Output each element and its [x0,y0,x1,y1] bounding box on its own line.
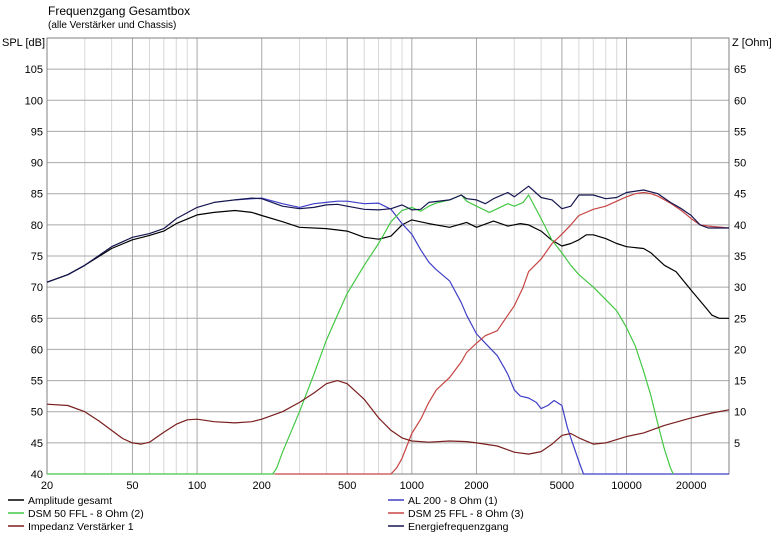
x-tick-label: 500 [338,480,356,492]
series-line [46,209,729,319]
y2-tick-label: 40 [734,220,746,232]
x-tick-label: 10000 [611,480,642,492]
grid [47,38,729,474]
x-tick-label: 5000 [550,480,574,492]
y2-tick-label: 15 [734,376,746,388]
y2-tick-label: 50 [734,158,746,170]
series-line [46,185,729,283]
y2-tick-label: 35 [734,251,746,263]
legend-label: DSM 25 FFL - 8 Ohm (3) [408,508,524,520]
x-tick-label: 2000 [464,480,488,492]
y2-tick-label: 30 [734,282,746,294]
y-tick-label: 75 [31,251,43,263]
y-tick-label: 105 [25,64,43,76]
x-tick-label: 50 [126,480,138,492]
y2-tick-label: 25 [734,313,746,325]
y-tick-label: 100 [25,95,43,107]
y2-tick-label: 10 [734,407,746,419]
y2-tick-label: 55 [734,126,746,138]
legend: Amplitude gesamt AL 200 - 8 Ohm (1) DSM 50… [8,495,524,533]
y-tick-label: 85 [31,189,43,201]
legend-label: Impedanz Verstärker 1 [28,521,134,533]
legend-label: Energiefrequenzgang [408,521,509,533]
chart-subtitle: (alle Verstärker und Chassis) [48,20,176,31]
y2-tick-label: 20 [734,344,746,356]
y2-tick-label: 5 [734,438,740,450]
tick-labels: 20 50 100 200 500 1000 2000 5000 10000 20000 40 45 5… [25,64,747,492]
y2-axis-label: Z [Ohm] [732,37,772,49]
x-tick-label: 100 [188,480,206,492]
y-tick-label: 45 [31,438,43,450]
legend-label: AL 200 - 8 Ohm (1) [408,495,497,507]
legend-label: Amplitude gesamt [28,495,112,507]
y-tick-label: 70 [31,282,43,294]
y-tick-label: 40 [31,469,43,481]
x-tick-label: 200 [253,480,271,492]
series-line [47,194,674,475]
series-line [234,197,729,475]
series-layer [46,185,730,475]
y2-tick-label: 60 [734,95,746,107]
y-tick-label: 90 [31,158,43,170]
y-tick-label: 55 [31,376,43,388]
y-tick-label: 60 [31,344,43,356]
x-tick-label: 1000 [400,480,424,492]
y-tick-label: 80 [31,220,43,232]
x-tick-label: 20000 [676,480,707,492]
series-line [46,380,730,455]
y2-tick-label: 45 [734,189,746,201]
y-tick-label: 65 [31,313,43,325]
y-axis-label: SPL [dB] [2,37,45,49]
legend-label: DSM 50 FFL - 8 Ohm (2) [28,508,144,520]
y-tick-label: 50 [31,407,43,419]
x-tick-label: 20 [41,480,53,492]
y-tick-label: 95 [31,126,43,138]
chart-title: Frequenzgang Gesamtbox [48,4,190,18]
y2-tick-label: 65 [734,64,746,76]
series-line [274,191,730,475]
